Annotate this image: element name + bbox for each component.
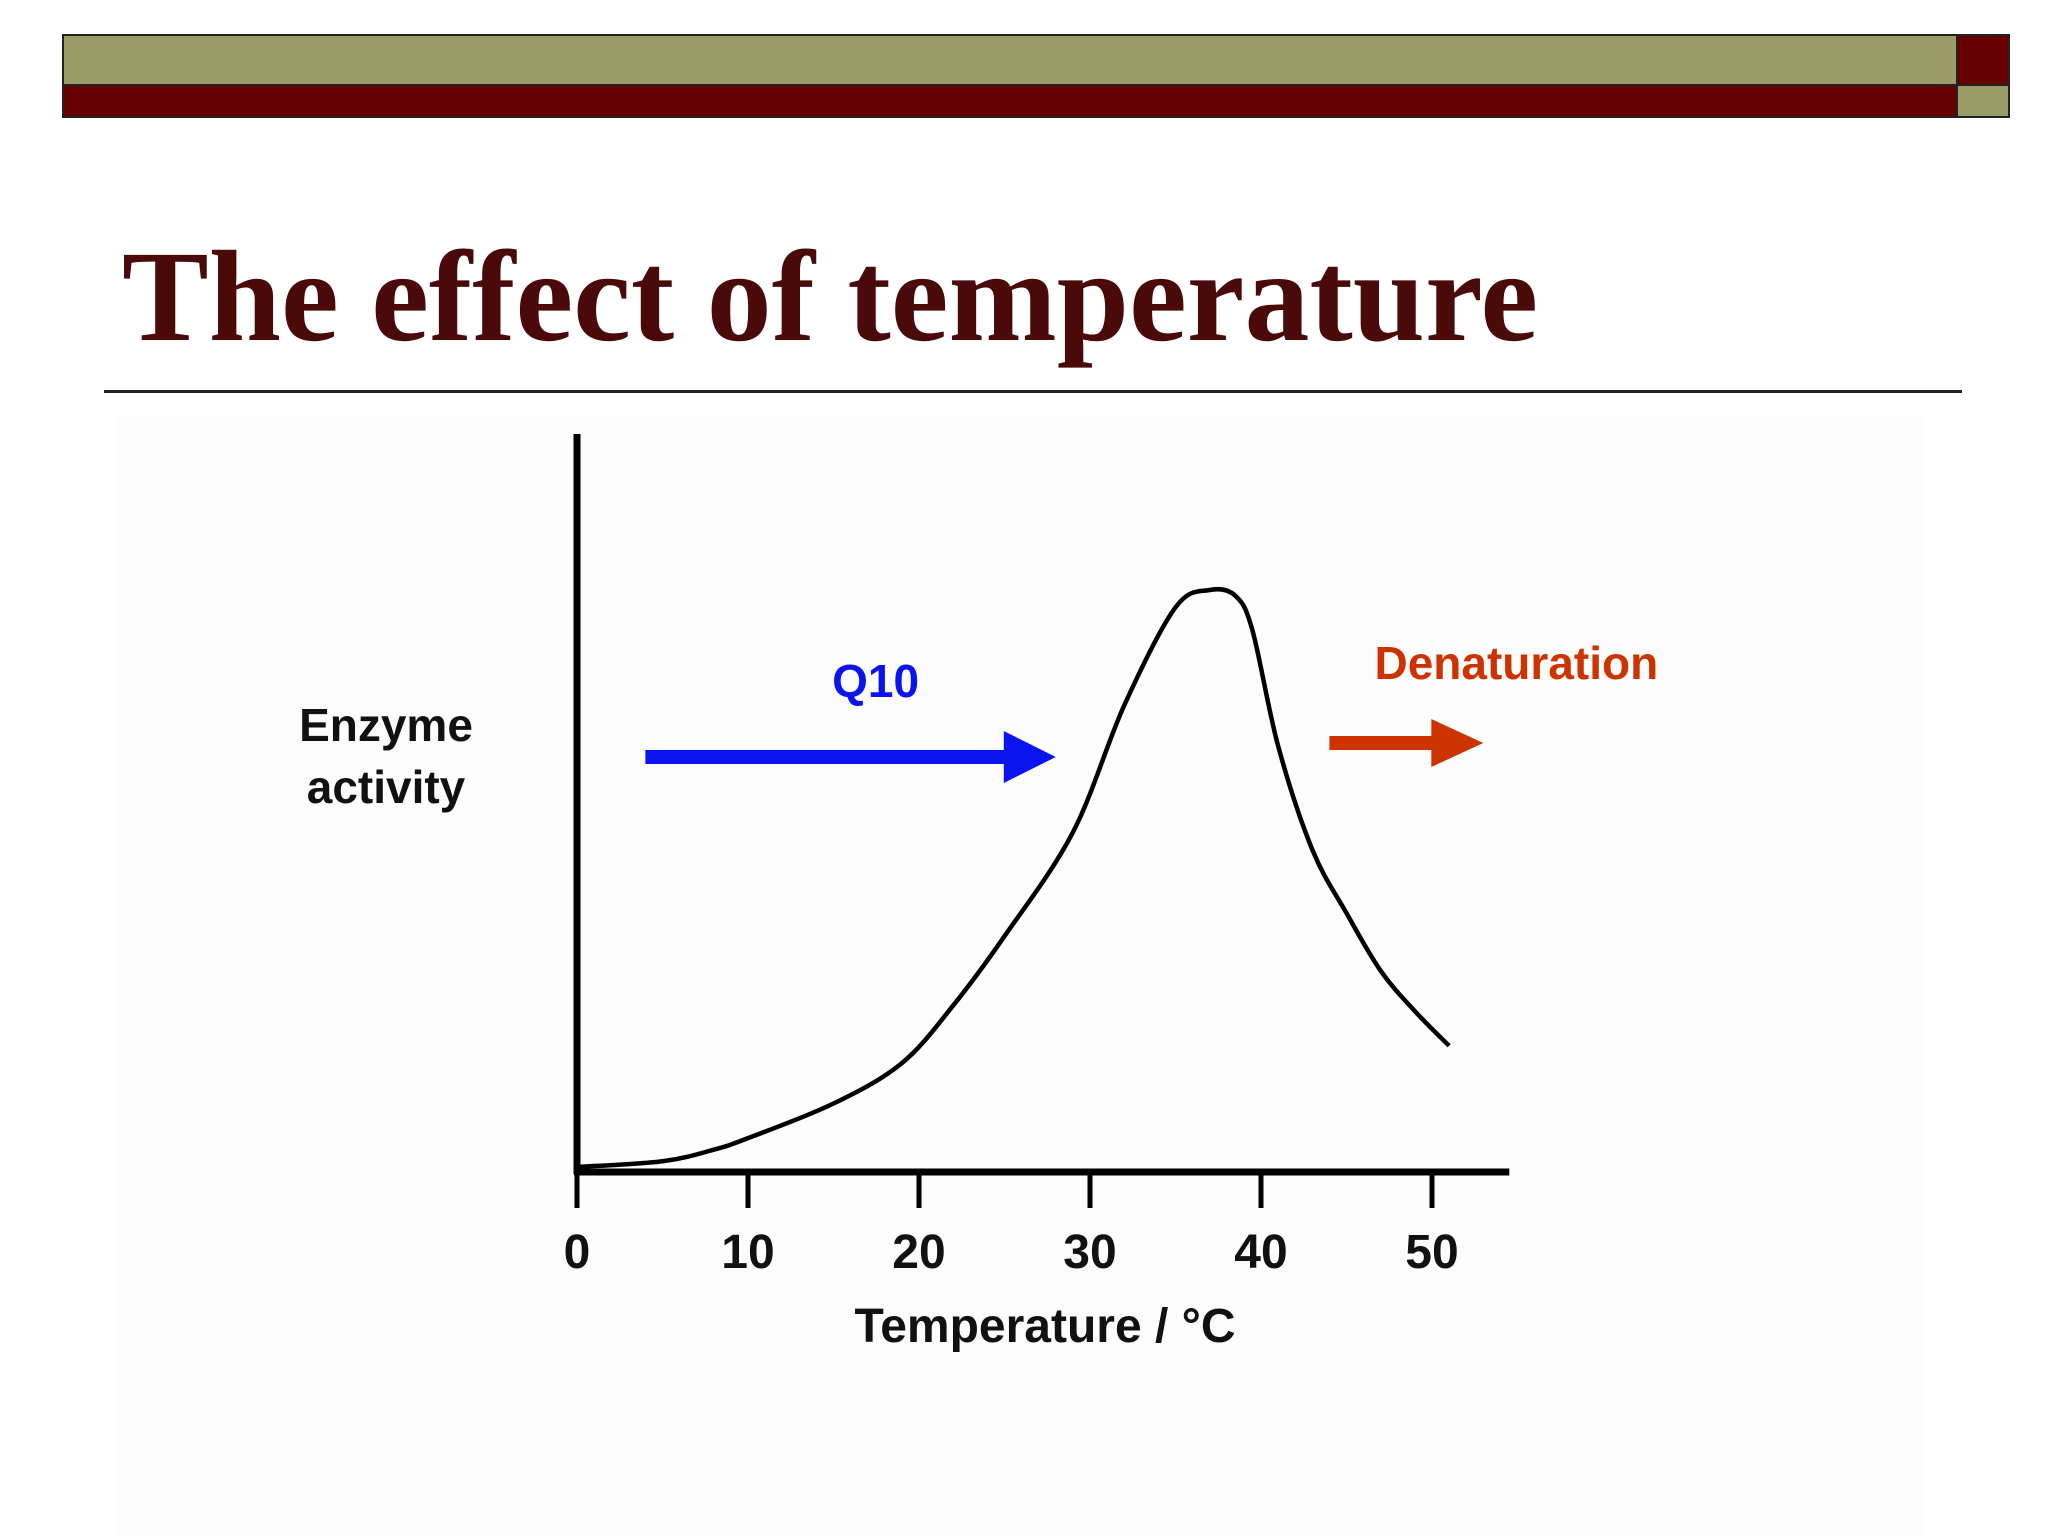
x-tick-label-0: 0 bbox=[564, 1226, 591, 1279]
annotation-label-1: Denaturation bbox=[1375, 637, 1659, 689]
header-band-red bbox=[62, 84, 1958, 118]
annotation-arrow-head-0 bbox=[1003, 731, 1056, 783]
annotation-arrow-head-1 bbox=[1431, 719, 1484, 767]
annotation-arrow-shaft-1 bbox=[1329, 736, 1434, 750]
chart-marks: 0 10 20 30 40 50 Q10 Denaturation bbox=[564, 434, 1659, 1279]
activity-curve-0 bbox=[576, 586, 1451, 1170]
y-axis-label-line-1: Enzyme bbox=[299, 699, 473, 751]
x-tick-label-10: 10 bbox=[721, 1226, 774, 1279]
header-corner-square-olive bbox=[1956, 84, 2010, 118]
y-axis-label-line-2: activity bbox=[307, 761, 466, 813]
title-divider bbox=[104, 390, 1962, 393]
slide-title: The effect of temperature bbox=[122, 225, 1539, 369]
x-axis-label: Temperature / °C bbox=[854, 1300, 1235, 1353]
annotation-label-0: Q10 bbox=[832, 655, 919, 707]
chart-panel bbox=[116, 416, 1924, 1536]
x-tick-label-50: 50 bbox=[1405, 1226, 1458, 1279]
x-tick-label-30: 30 bbox=[1063, 1226, 1116, 1279]
x-tick-label-20: 20 bbox=[892, 1226, 945, 1279]
x-tick-label-40: 40 bbox=[1234, 1226, 1287, 1279]
annotation-arrow-shaft-0 bbox=[645, 750, 1006, 764]
